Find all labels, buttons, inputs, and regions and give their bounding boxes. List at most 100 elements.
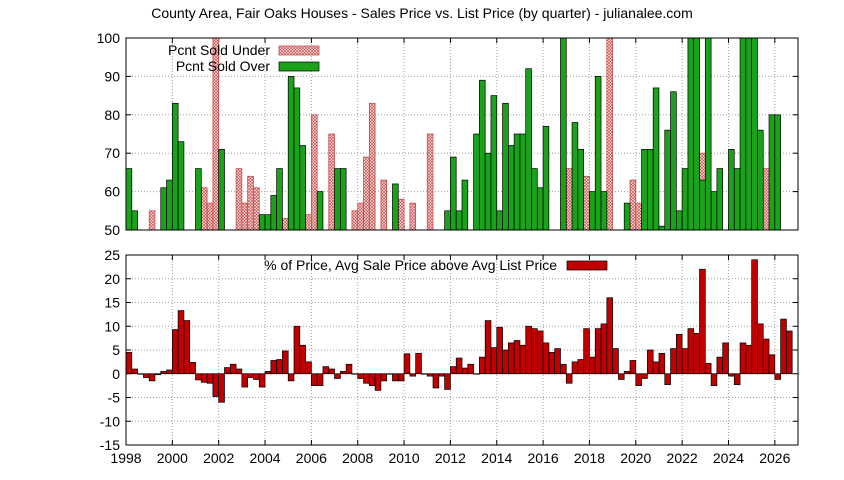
under-bar bbox=[606, 37, 613, 231]
x-tick-label: 2012 bbox=[435, 450, 466, 466]
y-tick-label: 100 bbox=[97, 30, 121, 46]
under-bar bbox=[311, 114, 318, 231]
avg-bar bbox=[148, 373, 156, 382]
avg-bar bbox=[641, 373, 648, 379]
avg-bar bbox=[554, 348, 561, 375]
under-bar bbox=[629, 179, 637, 231]
avg-bar bbox=[786, 330, 793, 375]
avg-bar bbox=[166, 369, 173, 375]
over-bar bbox=[658, 225, 666, 231]
over-bar bbox=[594, 76, 602, 231]
over-bar bbox=[264, 214, 272, 231]
over-bar bbox=[258, 214, 266, 231]
under-bar bbox=[235, 168, 243, 231]
over-bar bbox=[728, 149, 735, 231]
avg-bar bbox=[618, 373, 625, 380]
avg-bar bbox=[282, 350, 289, 375]
avg-bar bbox=[722, 342, 729, 375]
avg-bar bbox=[293, 325, 301, 375]
avg-bar bbox=[253, 373, 260, 380]
x-tick-label: 2016 bbox=[528, 450, 559, 466]
over-bar bbox=[531, 168, 538, 231]
over-bar bbox=[641, 149, 648, 231]
avg-bar bbox=[513, 340, 521, 375]
over-bar bbox=[513, 133, 521, 231]
avg-bar bbox=[322, 366, 330, 375]
avg-bar bbox=[397, 373, 405, 382]
over-bar bbox=[276, 168, 283, 231]
over-bar bbox=[623, 202, 631, 231]
avg-bar bbox=[195, 373, 202, 381]
over-bar bbox=[171, 102, 179, 231]
chart-title: County Area, Fair Oaks Houses - Sales Pr… bbox=[151, 5, 693, 21]
avg-bar bbox=[525, 325, 532, 375]
over-bar bbox=[166, 179, 173, 231]
avg-bar bbox=[461, 367, 469, 375]
avg-bar bbox=[143, 373, 150, 378]
avg-bar bbox=[392, 373, 399, 382]
legend-swatch-under bbox=[278, 45, 320, 56]
y-tick-label: -15 bbox=[100, 437, 120, 453]
avg-bar bbox=[693, 333, 700, 375]
avg-bar bbox=[710, 373, 718, 386]
over-bar bbox=[392, 183, 399, 231]
avg-bar bbox=[218, 373, 225, 403]
over-bar bbox=[571, 122, 579, 231]
y-tick-label: -5 bbox=[108, 390, 121, 406]
x-tick-label: 2006 bbox=[296, 450, 327, 466]
y-tick-label: 60 bbox=[104, 184, 120, 200]
over-bar bbox=[577, 149, 584, 231]
over-bar bbox=[757, 129, 764, 231]
avg-bar bbox=[565, 373, 573, 384]
avg-bar bbox=[450, 366, 457, 375]
avg-bar bbox=[299, 344, 306, 375]
y-tick-label: 5 bbox=[112, 342, 120, 358]
avg-bar bbox=[762, 338, 770, 375]
avg-bar bbox=[623, 371, 631, 375]
avg-bar bbox=[606, 297, 613, 375]
avg-bar bbox=[490, 347, 498, 375]
under-bar bbox=[328, 133, 335, 231]
over-bar bbox=[670, 91, 677, 231]
avg-bar bbox=[374, 373, 382, 391]
x-tick-label: 2022 bbox=[667, 450, 698, 466]
y-tick-label: 90 bbox=[104, 68, 120, 84]
under-bar bbox=[368, 102, 376, 231]
avg-bar bbox=[560, 363, 567, 375]
bottom-plot: -15 -10 -5 0 5 10 15 20 25 1998 2000 2002 2004 2006 20… bbox=[100, 247, 799, 466]
over-bar bbox=[739, 37, 747, 231]
over-bar bbox=[560, 37, 567, 231]
avg-bar bbox=[421, 373, 428, 375]
over-bar bbox=[444, 210, 451, 231]
avg-bar bbox=[154, 373, 162, 376]
over-bar bbox=[525, 68, 532, 231]
over-bar bbox=[270, 195, 277, 231]
avg-bar bbox=[757, 323, 764, 375]
under-bar bbox=[357, 202, 364, 231]
over-bar bbox=[751, 37, 758, 231]
x-tick-label: 1998 bbox=[110, 450, 141, 466]
avg-bar bbox=[409, 373, 416, 377]
avg-bar bbox=[629, 360, 637, 375]
over-bar bbox=[699, 179, 706, 231]
over-bar bbox=[496, 210, 503, 231]
avg-bar bbox=[200, 373, 208, 383]
x-tick-label: 2004 bbox=[249, 450, 280, 466]
over-bar bbox=[542, 125, 550, 231]
over-bar bbox=[461, 179, 469, 231]
x-tick-label: 2002 bbox=[203, 450, 234, 466]
over-bar bbox=[693, 37, 700, 231]
legend-label-under: Pcnt Sold Under bbox=[168, 42, 270, 58]
under-bar bbox=[247, 175, 254, 231]
avg-bar bbox=[334, 373, 341, 379]
under-bar bbox=[635, 202, 642, 231]
over-bar bbox=[160, 187, 167, 231]
over-bar bbox=[177, 141, 185, 231]
under-bar bbox=[409, 202, 416, 231]
avg-bar bbox=[224, 367, 231, 375]
avg-bar bbox=[739, 342, 747, 375]
over-bar bbox=[675, 210, 683, 231]
over-bar bbox=[293, 87, 301, 231]
avg-bar bbox=[675, 333, 683, 375]
